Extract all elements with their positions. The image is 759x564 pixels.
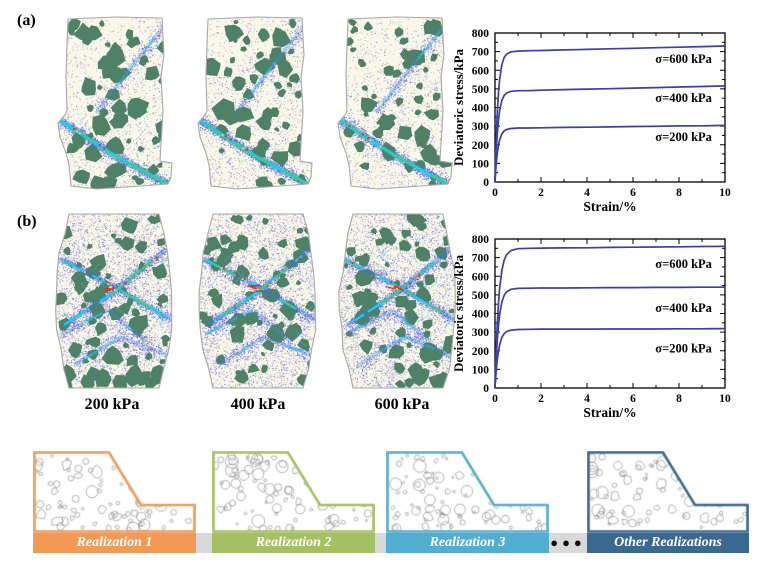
specimen-image-b-600kpa — [335, 211, 461, 391]
series-annotation: σ=600 kPa — [655, 257, 712, 271]
x-axis-label: Strain/% — [583, 405, 636, 420]
x-tick-label: 4 — [584, 187, 590, 199]
realization-label-2: Realization 2 — [212, 533, 375, 553]
x-tick-label: 0 — [492, 393, 498, 405]
x-tick-label: 4 — [584, 393, 590, 405]
panel-a-label: (a) — [17, 12, 36, 29]
series-annotation: σ=200 kPa — [655, 130, 712, 144]
y-tick-label: 800 — [472, 28, 490, 40]
x-tick-label: 2 — [538, 393, 544, 405]
x-tick-label: 10 — [719, 187, 731, 199]
y-tick-label: 600 — [472, 65, 490, 77]
stress-strain-curve — [494, 85, 726, 183]
specimen-image-b-200kpa — [51, 211, 177, 391]
y-tick-label: 200 — [472, 140, 490, 152]
realization-slope-1 — [33, 451, 196, 533]
y-axis-label: Deviatoric stress/kPa — [452, 254, 466, 372]
specimen-image-b-400kpa — [195, 211, 321, 391]
y-tick-label: 0 — [483, 177, 489, 189]
x-tick-label: 6 — [630, 393, 636, 405]
x-tick-label: 8 — [676, 393, 682, 405]
y-tick-label: 300 — [472, 327, 490, 339]
y-tick-label: 0 — [483, 383, 489, 395]
x-tick-label: 0 — [492, 187, 498, 199]
y-tick-label: 100 — [472, 158, 490, 170]
series-annotation: σ=200 kPa — [655, 341, 712, 355]
stress-strain-curve — [494, 327, 726, 389]
realization-slope-3 — [386, 451, 549, 533]
series-annotation: σ=600 kPa — [655, 52, 712, 66]
panel-b-label: (b) — [17, 213, 37, 230]
x-tick-label: 8 — [676, 187, 682, 199]
specimen-image-a-400kpa — [197, 15, 315, 194]
stress-strain-curve — [494, 45, 726, 183]
column-label-400kpa: 400 kPa — [230, 396, 286, 413]
stress-strain-curve — [494, 124, 726, 183]
x-tick-label: 2 — [538, 187, 544, 199]
y-tick-label: 100 — [472, 364, 490, 376]
y-tick-label: 600 — [472, 271, 490, 283]
stress-strain-curve — [494, 245, 726, 389]
series-annotation: σ=400 kPa — [655, 91, 712, 105]
realization-slope-other — [587, 451, 749, 533]
series-annotation: σ=400 kPa — [655, 301, 712, 315]
realization-label-3: Realization 3 — [386, 533, 549, 553]
realization-label-other: Other Realizations — [587, 533, 749, 553]
y-axis-label: Deviatoric stress/kPa — [452, 48, 466, 166]
x-tick-label: 6 — [630, 187, 636, 199]
realization-slope-2 — [212, 451, 375, 533]
x-tick-label: 10 — [719, 393, 731, 405]
y-tick-label: 200 — [472, 346, 490, 358]
y-tick-label: 700 — [472, 47, 490, 59]
realization-label-1: Realization 1 — [33, 533, 196, 553]
x-axis-label: Strain/% — [583, 199, 636, 214]
specimen-image-a-200kpa — [57, 15, 175, 194]
y-tick-label: 700 — [472, 253, 490, 265]
y-tick-label: 400 — [472, 103, 490, 115]
y-tick-label: 300 — [472, 121, 490, 133]
y-tick-label: 500 — [472, 290, 490, 302]
ellipsis-dots: ●●● — [550, 535, 586, 550]
y-tick-label: 500 — [472, 84, 490, 96]
y-tick-label: 800 — [472, 234, 490, 246]
specimen-image-a-600kpa — [337, 15, 455, 194]
column-label-200kpa: 200 kPa — [84, 396, 140, 413]
column-label-600kpa: 600 kPa — [374, 396, 430, 413]
y-tick-label: 400 — [472, 309, 490, 321]
stress-strain-curve — [494, 286, 725, 389]
